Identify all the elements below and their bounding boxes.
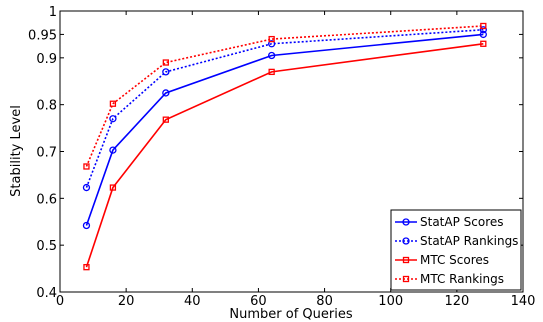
series-statap-scores <box>82 30 487 230</box>
legend-label: StatAP Rankings <box>420 234 518 248</box>
y-tick-label: 0.6 <box>36 192 57 207</box>
series-mtc-scores <box>83 40 487 271</box>
y-tick-label: 0.9 <box>36 52 57 67</box>
series-line <box>85 42 484 268</box>
legend-swatch-marker <box>402 275 410 283</box>
data-point <box>162 59 169 66</box>
legend: StatAP Scores StatAP Rankings MTC Scores MT… <box>390 209 522 291</box>
series-line <box>85 28 484 188</box>
data-point <box>109 146 117 154</box>
data-point <box>479 26 487 34</box>
y-tick-label: 0.95 <box>28 28 57 43</box>
series-layer <box>82 22 487 271</box>
x-tick-label: 100 <box>378 294 403 309</box>
y-tick-label: 1 <box>49 5 57 20</box>
legend-item: MTC Scores <box>395 253 489 267</box>
legend-box <box>390 209 522 291</box>
x-tick-label: 0 <box>56 294 64 309</box>
y-tick-label: 0.7 <box>36 146 57 161</box>
x-axis-label: Number of Queries <box>229 307 352 322</box>
data-point <box>268 35 275 43</box>
data-point <box>109 184 117 191</box>
data-point <box>480 40 487 47</box>
series-mtc-rankings <box>83 22 487 170</box>
series-line <box>85 33 484 226</box>
x-tick-label: 20 <box>118 294 135 309</box>
series-statap-rankings <box>82 26 487 192</box>
legend-swatch-marker <box>402 256 410 264</box>
data-point <box>480 22 487 30</box>
y-tick-label: 0.8 <box>36 99 57 114</box>
x-tick-label: 60 <box>250 294 267 309</box>
series-line <box>85 25 484 167</box>
data-point <box>162 68 170 76</box>
data-point <box>268 68 275 76</box>
y-axis-label: Stability Level <box>9 105 24 197</box>
data-point <box>83 163 90 170</box>
data-point <box>479 30 487 39</box>
data-point <box>83 264 90 271</box>
x-tick-label: 40 <box>184 294 201 309</box>
data-point <box>162 116 169 123</box>
legend-label: StatAP Scores <box>420 215 504 229</box>
y-tick-label: 0.4 <box>36 286 57 301</box>
axis-ticks: 0 20 40 60 80 100 120 140 0.4 0.5 0.6 0.7 0.8 0.9 0.95… <box>28 5 535 309</box>
x-tick-label: 140 <box>511 294 536 309</box>
legend-label: MTC Scores <box>420 253 489 267</box>
data-point <box>109 100 117 107</box>
y-tick-label: 0.5 <box>36 239 57 254</box>
legend-label: MTC Rankings <box>420 272 504 286</box>
x-tick-label: 80 <box>316 294 333 309</box>
data-point <box>268 51 276 60</box>
legend-item: StatAP Rankings <box>395 234 518 248</box>
data-point <box>162 89 170 97</box>
data-point <box>109 115 117 123</box>
legend-swatch-marker <box>402 218 410 226</box>
legend-item: StatAP Scores <box>395 215 504 229</box>
data-point <box>82 183 91 192</box>
legend-swatch-marker <box>402 237 410 245</box>
legend-item: MTC Rankings <box>395 272 504 286</box>
x-tick-label: 120 <box>444 294 469 309</box>
data-point <box>268 40 276 48</box>
data-point <box>82 221 91 230</box>
